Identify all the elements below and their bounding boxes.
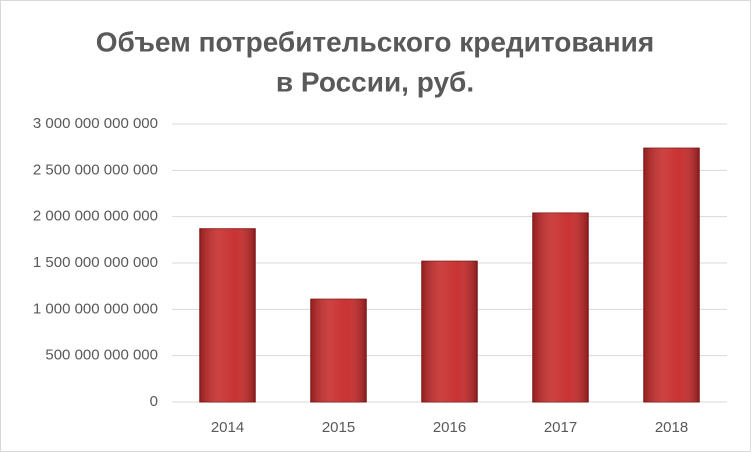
bar xyxy=(310,298,367,403)
bar xyxy=(421,260,478,403)
y-tick-label: 1 500 000 000 000 xyxy=(33,254,158,271)
y-tick-label: 500 000 000 000 xyxy=(45,347,158,364)
x-tick-label: 2017 xyxy=(544,419,577,436)
y-tick-label: 2 000 000 000 000 xyxy=(33,208,158,225)
bar xyxy=(199,228,256,403)
chart-title: Объем потребительского кредитования xyxy=(96,26,654,57)
x-tick-label: 2014 xyxy=(211,419,244,436)
y-tick-label: 2 500 000 000 000 xyxy=(33,161,158,178)
bar xyxy=(532,212,589,403)
x-tick-label: 2016 xyxy=(433,419,466,436)
y-tick-label: 0 xyxy=(150,393,158,410)
x-tick-label: 2018 xyxy=(655,419,688,436)
x-tick-label: 2015 xyxy=(322,419,355,436)
y-tick-label: 3 000 000 000 000 xyxy=(33,115,158,132)
bar xyxy=(643,147,700,403)
chart-title: в России, руб. xyxy=(276,66,474,97)
y-tick-label: 1 000 000 000 000 xyxy=(33,300,158,317)
